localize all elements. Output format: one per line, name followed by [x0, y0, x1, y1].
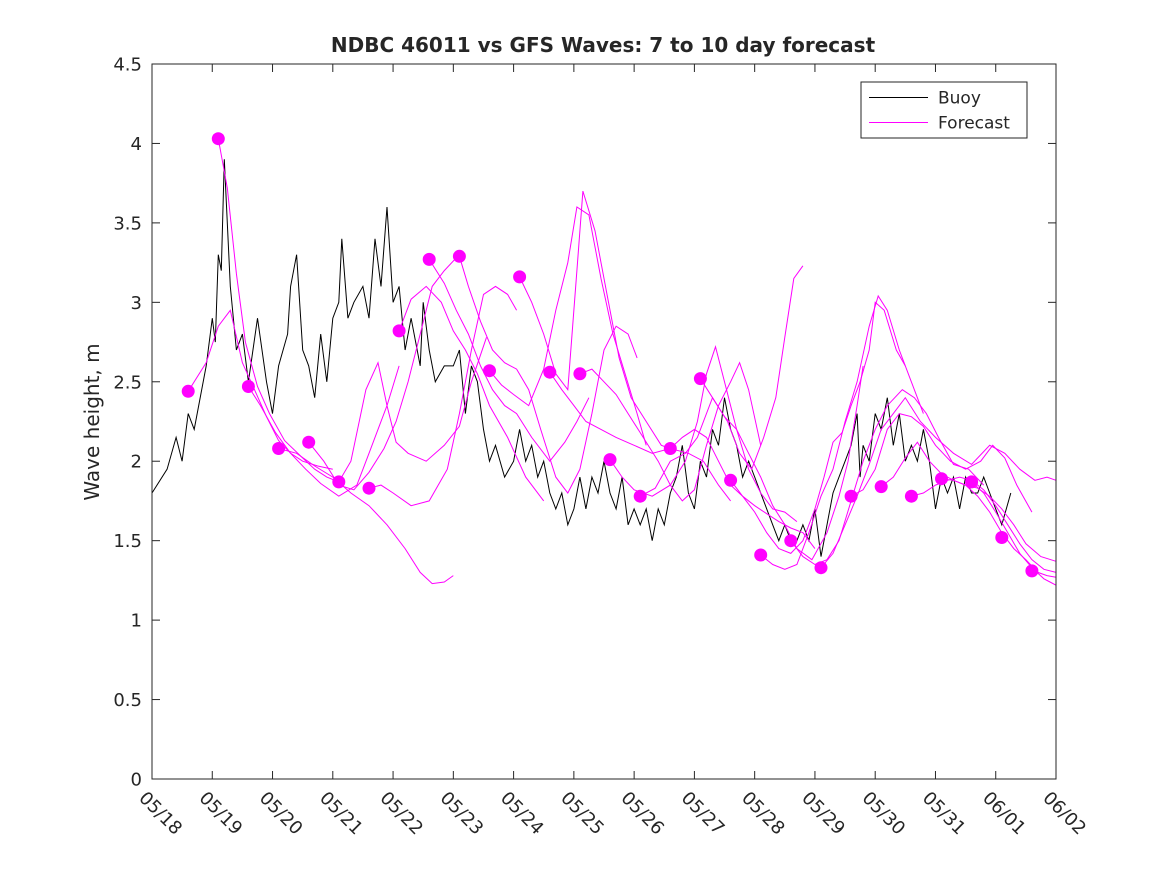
- axes-box: [151, 63, 1057, 780]
- forecast-line-0: [187, 309, 333, 470]
- forecast-marker-17: [693, 372, 707, 386]
- forecast-line-15: [639, 265, 804, 497]
- forecast-marker-15: [633, 489, 647, 503]
- y-tick-label: 4: [131, 134, 142, 155]
- legend-label-buoy: Buoy: [938, 89, 981, 109]
- forecast-marker-13: [573, 367, 587, 381]
- forecast-line-12: [549, 371, 731, 502]
- forecast-line-2: [247, 365, 400, 497]
- y-tick-label: 1: [131, 611, 142, 632]
- y-tick-label: 2.5: [113, 372, 142, 393]
- forecast-marker-20: [784, 534, 798, 548]
- y-tick-label: 0.5: [113, 690, 142, 711]
- forecast-line-18: [730, 301, 906, 554]
- y-axis-label: Wave height, m: [80, 343, 104, 500]
- forecast-marker-16: [663, 442, 677, 455]
- forecast-marker-21: [814, 561, 828, 575]
- legend-label-forecast: Forecast: [938, 114, 1010, 134]
- forecast-marker-27: [995, 531, 1009, 544]
- forecast-marker-26: [965, 475, 979, 489]
- y-tick-label: 3: [131, 293, 142, 314]
- y-tick-label: 0: [131, 770, 142, 791]
- forecast-marker-19: [754, 548, 768, 562]
- forecast-marker-5: [332, 475, 346, 489]
- forecast-line-17: [699, 365, 864, 561]
- forecast-marker-24: [904, 489, 918, 503]
- y-tick-label: 1.5: [113, 531, 142, 552]
- forecast-line-11: [519, 190, 671, 449]
- forecast-line-7: [398, 285, 545, 502]
- forecast-line-22: [850, 413, 1033, 513]
- forecast-marker-23: [874, 480, 888, 494]
- forecast-marker-12: [543, 365, 557, 379]
- forecast-line-26: [971, 481, 1057, 586]
- forecast-marker-1: [211, 132, 225, 146]
- forecast-line-6: [368, 285, 518, 507]
- series-line-buoy: [151, 159, 1012, 557]
- forecast-line-8: [428, 259, 590, 463]
- forecast-marker-25: [935, 472, 948, 486]
- forecast-marker-22: [844, 489, 858, 503]
- forecast-marker-28: [1025, 564, 1039, 578]
- forecast-marker-0: [181, 384, 195, 398]
- forecast-line-5: [338, 337, 487, 483]
- forecast-line-9: [458, 256, 638, 494]
- forecast-marker-10: [483, 364, 496, 378]
- forecast-line-19: [760, 294, 924, 570]
- forecast-marker-8: [422, 252, 436, 266]
- legend-box: [860, 81, 1028, 139]
- plot-area: [151, 132, 1057, 586]
- forecast-line-10: [489, 206, 647, 446]
- chart-title: NDBC 46011 vs GFS Waves: 7 to 10 day for…: [331, 33, 876, 57]
- forecast-marker-14: [603, 453, 617, 467]
- forecast-marker-7: [392, 324, 406, 338]
- forecast-line-24: [911, 476, 1057, 573]
- forecast-marker-6: [362, 481, 376, 495]
- forecast-marker-3: [272, 442, 286, 455]
- forecast-marker-9: [452, 249, 466, 263]
- forecast-line-3: [278, 448, 454, 585]
- forecast-line-1: [217, 138, 339, 483]
- forecast-marker-4: [302, 435, 316, 449]
- forecast-marker-18: [724, 473, 738, 487]
- y-tick-label: 3.5: [113, 213, 142, 234]
- y-tick-label: 4.5: [113, 55, 142, 76]
- legend: Buoy Forecast: [860, 81, 1028, 139]
- forecast-marker-11: [513, 270, 527, 284]
- y-tick-label: 2: [131, 452, 142, 473]
- forecast-line-13: [579, 361, 762, 502]
- forecast-marker-2: [241, 380, 255, 393]
